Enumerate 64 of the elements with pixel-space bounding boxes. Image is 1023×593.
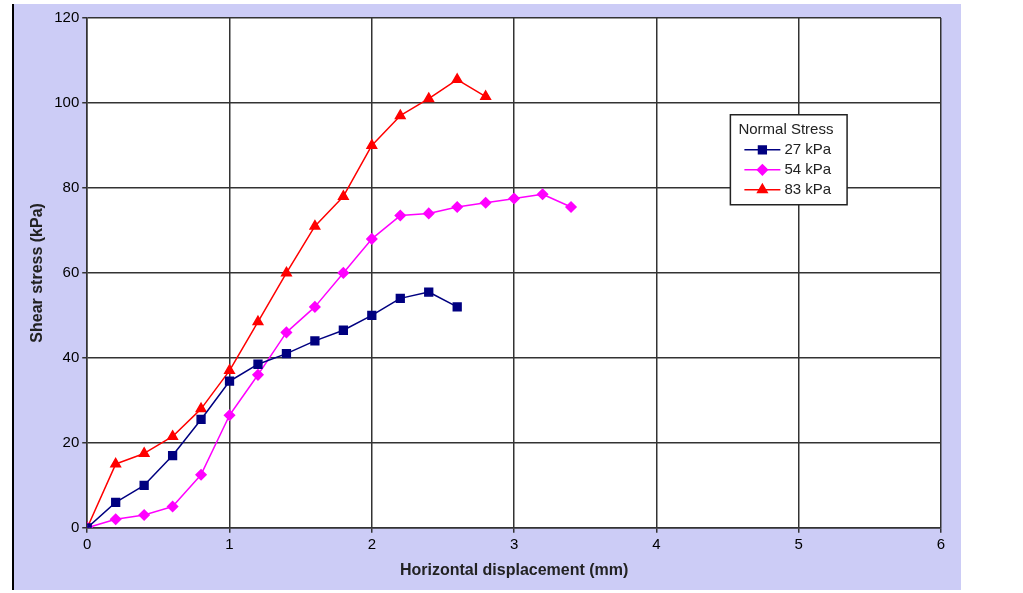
x-tick-label: 2 <box>367 534 376 552</box>
point <box>138 509 150 521</box>
x-tick-label: 4 <box>652 534 661 552</box>
point <box>394 209 407 222</box>
point <box>195 402 207 413</box>
point <box>337 267 350 279</box>
legend-label: 27 kPa <box>784 140 832 157</box>
point <box>224 364 236 375</box>
x-tick-label: 5 <box>794 534 803 552</box>
x-tick-label: 6 <box>936 534 946 552</box>
y-tick-label: 40 <box>62 348 80 366</box>
point <box>253 359 263 369</box>
point <box>366 139 378 149</box>
point <box>252 315 264 326</box>
point <box>309 219 321 230</box>
point <box>280 266 292 277</box>
point <box>167 450 178 461</box>
point <box>224 376 235 386</box>
x-tick-label: 3 <box>509 534 519 552</box>
point <box>195 468 207 481</box>
point <box>480 90 492 101</box>
y-tick-label: 120 <box>54 8 80 26</box>
point <box>451 201 463 213</box>
point <box>452 302 462 312</box>
y-tick-label: 60 <box>62 263 80 281</box>
point <box>565 201 577 213</box>
point <box>223 409 236 421</box>
legend-label: 54 kPa <box>784 160 832 177</box>
point <box>479 197 492 209</box>
y-tick-label: 100 <box>54 93 80 111</box>
point <box>109 513 122 526</box>
point <box>139 480 149 490</box>
point <box>281 348 292 359</box>
point <box>367 310 377 321</box>
point <box>138 447 150 457</box>
point <box>337 190 349 200</box>
point <box>111 497 121 507</box>
point <box>423 92 435 103</box>
legend-label: 83 kPa <box>784 180 832 197</box>
point <box>508 192 520 205</box>
x-tick-label: 0 <box>83 534 92 552</box>
y-tick-label: 0 <box>70 517 80 535</box>
point <box>422 207 435 220</box>
y-tick-label: 80 <box>62 178 80 196</box>
point <box>394 109 406 120</box>
x-tick-label: 1 <box>225 534 234 552</box>
point <box>252 369 264 381</box>
x-axis-title: Horizontal displacement (mm) <box>399 560 629 578</box>
point <box>338 325 348 335</box>
point <box>196 414 206 425</box>
point <box>280 326 293 339</box>
y-tick-label: 20 <box>62 432 80 450</box>
y-axis-title: Shear stress (kPa) <box>28 203 46 343</box>
point <box>366 233 378 245</box>
point <box>110 457 122 468</box>
point <box>536 188 549 201</box>
point <box>309 301 321 313</box>
point <box>395 293 405 304</box>
point <box>451 73 463 84</box>
legend-title: Normal Stress <box>738 120 834 137</box>
point <box>167 430 179 440</box>
point <box>424 287 434 297</box>
point <box>166 500 179 513</box>
point <box>310 336 320 346</box>
